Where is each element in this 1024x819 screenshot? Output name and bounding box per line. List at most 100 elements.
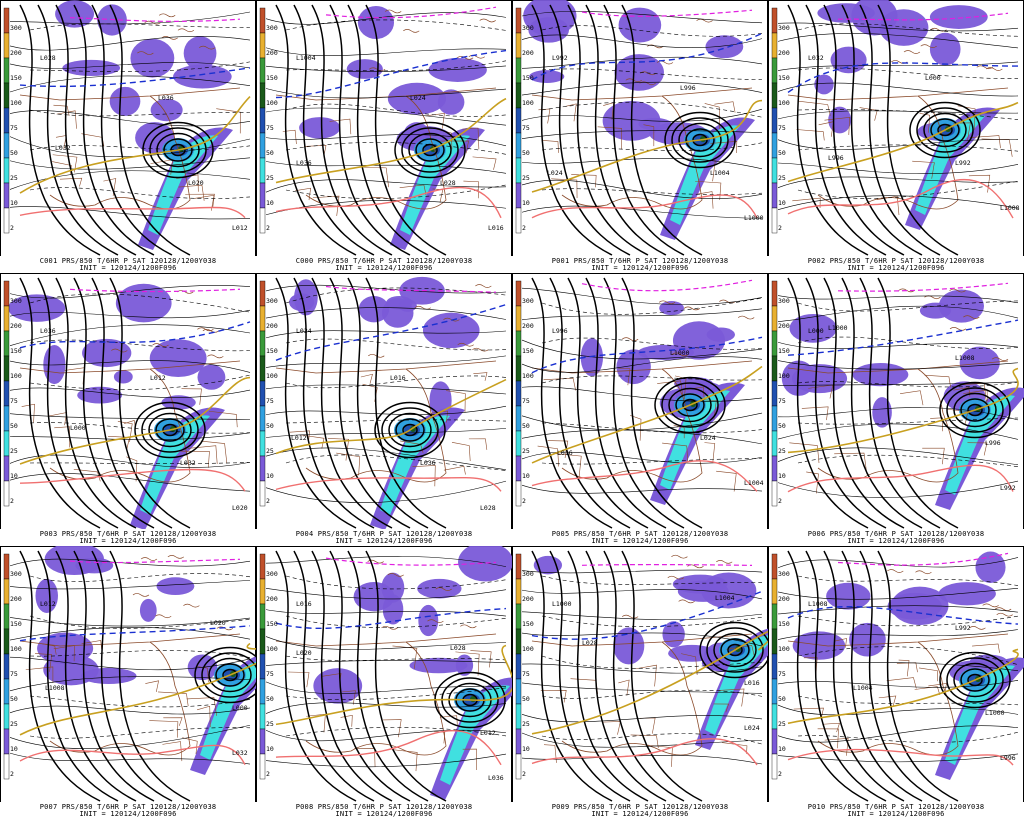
coast-detail	[457, 342, 474, 347]
precipitation-shading	[533, 555, 768, 750]
state-border	[54, 426, 70, 448]
coast-detail	[177, 290, 194, 294]
thin-contour	[9, 627, 251, 641]
colorbar-segment	[259, 157, 266, 184]
state-border	[117, 421, 133, 442]
thin-contour	[777, 295, 1019, 304]
colorbar-segment	[259, 553, 266, 580]
low-isobar	[148, 412, 192, 448]
dashed-contour	[29, 615, 251, 629]
dashed-contours	[541, 575, 763, 745]
warm-isotherm-20	[787, 748, 1014, 766]
colorbar-segment	[259, 405, 266, 432]
coast-detail	[963, 315, 980, 319]
state-border	[451, 442, 471, 462]
low-isobar	[374, 401, 446, 459]
pressure-label: L1004	[744, 479, 764, 487]
state-border	[473, 372, 488, 381]
state-border	[200, 440, 228, 464]
dashed-contour	[285, 142, 507, 155]
pressure-label: L020	[232, 504, 248, 512]
colorbar-tick-label: 200	[522, 49, 534, 57]
warm-isotherm-20	[531, 738, 758, 766]
colorbar-segment	[515, 32, 522, 59]
state-border	[56, 110, 77, 129]
colorbar-tick-label: 150	[10, 347, 22, 355]
colorbar-segment	[3, 7, 10, 34]
colorbar-segment	[771, 305, 778, 332]
forecast-map: L000 L032 L020 L012 L036 300 200 150 100 75 50 25 10…	[0, 273, 256, 529]
low-isobar	[706, 627, 764, 673]
state-border	[52, 154, 78, 173]
dashed-contour	[797, 300, 1019, 312]
warm-isotherm	[531, 630, 768, 735]
dashed-contour	[541, 101, 763, 118]
colorbar-segment	[771, 753, 778, 780]
precip-colorbar: 300 200 150 100 75 50 25 10 2	[3, 7, 22, 234]
map-area: L028 L016 L024 L1004 L1000	[521, 550, 768, 802]
thin-contour	[9, 11, 251, 25]
isobar	[91, 4, 173, 256]
isobar	[55, 4, 137, 256]
dashed-contour	[285, 687, 507, 700]
colorbar-segment	[3, 405, 10, 432]
colorbar-tick-label: 10	[522, 199, 530, 207]
state-border	[914, 686, 941, 695]
low-isobar	[422, 143, 438, 157]
warm-isotherm	[275, 378, 507, 455]
colorbar-tick-label: 200	[266, 322, 278, 330]
colorbar-segment	[259, 280, 266, 307]
thin-contour	[777, 480, 1019, 498]
isobar	[293, 277, 375, 529]
low-isobar	[654, 376, 726, 434]
precip-area	[113, 370, 133, 384]
colorbar-tick-label: 2	[266, 770, 270, 778]
colorbar-segment	[515, 628, 522, 655]
colorbar-tick-label: 25	[10, 720, 18, 728]
panel-caption: P005 PRS/850 T/6HR P SAT 120128/1200Y038	[551, 530, 729, 538]
low-isobar	[141, 407, 199, 453]
state-border	[801, 406, 829, 421]
map-area: L1000 L996 L992 L1008 L000	[777, 277, 1024, 529]
colorbar-tick-label: 300	[778, 24, 790, 32]
colorbar-tick-label: 50	[266, 422, 274, 430]
panel-caption: P006 PRS/850 T/6HR P SAT 120128/1200Y038	[807, 530, 985, 538]
dashed-contour	[29, 374, 251, 390]
precipitation-shading	[8, 283, 226, 529]
precip-area	[130, 38, 175, 78]
thin-contour	[521, 412, 763, 431]
isotherm-lines	[521, 11, 763, 219]
isobar	[365, 277, 447, 529]
coast-detail	[155, 614, 172, 619]
state-border	[209, 410, 238, 428]
state-border	[35, 653, 53, 672]
forecast-panel: L024 L1004 L1000 L996 L992 300 200 150 100 75 50 25…	[512, 0, 768, 273]
dashed-contour	[285, 575, 507, 590]
low-isobar	[664, 111, 736, 169]
panel-init-time: INIT = 120124/1200F096	[79, 810, 177, 818]
state-border	[312, 195, 340, 216]
precip-area	[959, 346, 1000, 380]
isobar	[787, 550, 869, 802]
dashed-contour	[541, 68, 763, 81]
pressure-label: L028	[440, 179, 456, 187]
state-border	[73, 469, 101, 482]
isobar	[365, 550, 447, 802]
colorbar-tick-label: 25	[522, 447, 530, 455]
colorbar-segment	[771, 132, 778, 159]
state-border	[186, 697, 217, 716]
coast-detail	[671, 554, 688, 559]
isobar	[877, 550, 959, 802]
colorbar-tick-label: 25	[778, 447, 786, 455]
colorbar-segment	[771, 678, 778, 705]
coast-detail	[414, 305, 431, 310]
state-border	[163, 717, 183, 726]
colorbar-tick-label: 25	[10, 174, 18, 182]
colorbar-segment	[259, 628, 266, 655]
state-border	[553, 453, 582, 479]
colorbar-tick-label: 2	[10, 497, 14, 505]
precip-heavy	[400, 135, 470, 235]
precip-area	[82, 338, 132, 368]
coast-detail	[672, 352, 689, 357]
colorbar-segment	[3, 280, 10, 307]
